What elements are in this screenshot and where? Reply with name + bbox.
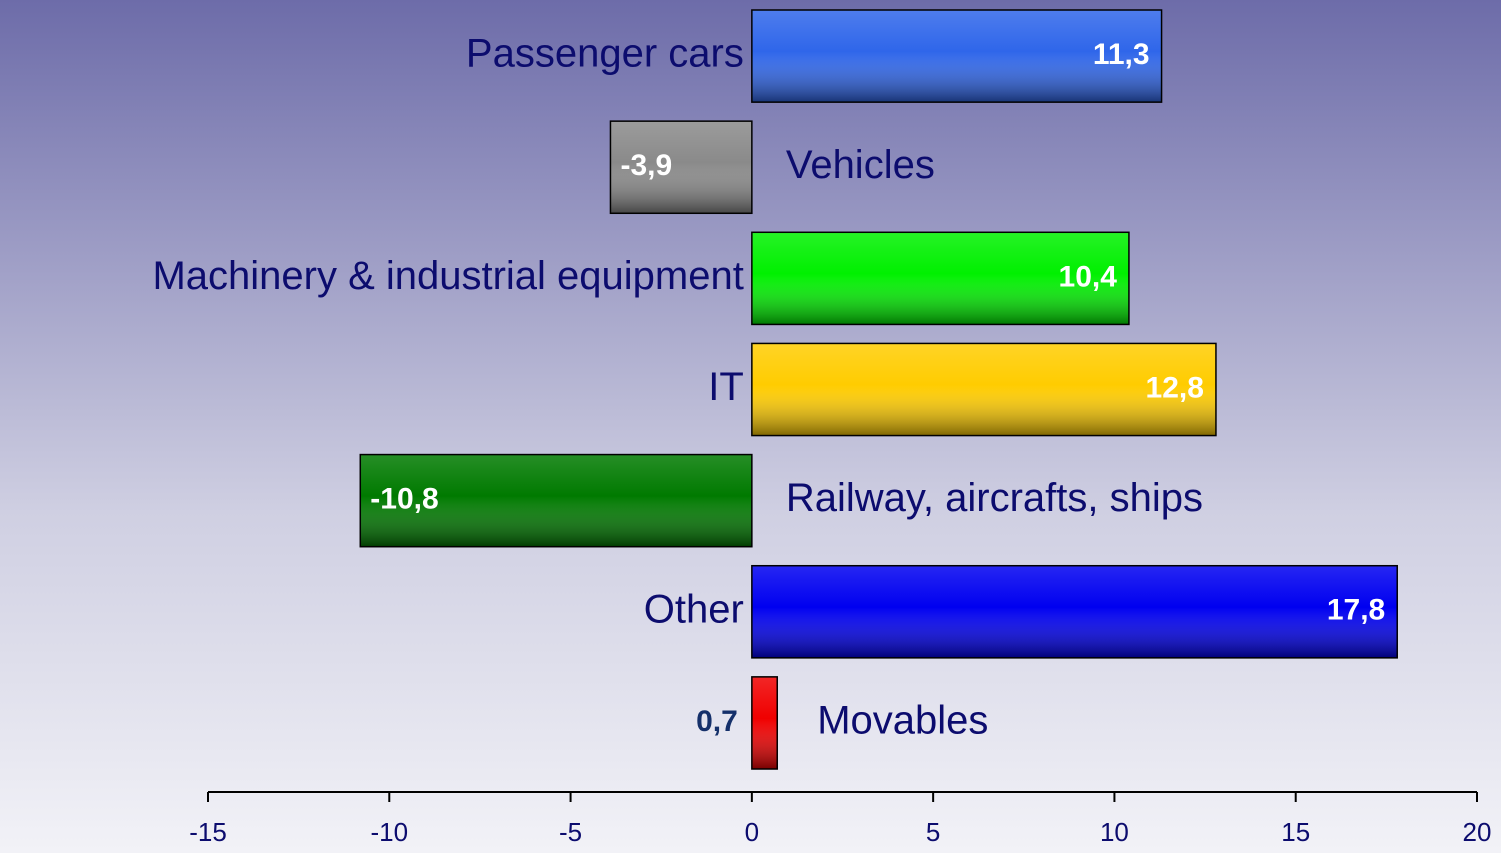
category-label: Railway, aircrafts, ships [786, 476, 1203, 520]
x-tick-label: 15 [1281, 817, 1310, 847]
bar-shade [609, 120, 753, 215]
x-tick-label: -10 [370, 817, 408, 847]
x-tick-label: 5 [926, 817, 940, 847]
category-label: Movables [817, 698, 988, 742]
bar-shade [751, 564, 1398, 659]
category-label: Other [644, 587, 744, 631]
value-label: -3,9 [620, 149, 672, 182]
category-label: IT [708, 365, 744, 409]
bar-shade [751, 9, 1163, 103]
bar-shade [751, 676, 778, 770]
category-label: Passenger cars [466, 32, 744, 76]
value-label: -10,8 [370, 483, 438, 516]
x-tick-label: -15 [189, 817, 227, 847]
x-tick-label: 10 [1100, 817, 1129, 847]
value-label: 0,7 [696, 705, 738, 738]
value-label: 11,3 [1093, 38, 1150, 71]
value-label: 12,8 [1146, 371, 1204, 404]
bar-shade [359, 453, 753, 548]
category-label: Vehicles [786, 143, 935, 187]
bar-shade [751, 342, 1217, 437]
x-tick-label: 20 [1463, 817, 1492, 847]
x-tick-label: -5 [559, 817, 582, 847]
x-tick-label: 0 [745, 817, 759, 847]
bar-shade [751, 231, 1130, 326]
value-label: 10,4 [1059, 260, 1118, 293]
category-label: Machinery & industrial equipment [152, 254, 743, 298]
value-label: 17,8 [1327, 594, 1385, 627]
